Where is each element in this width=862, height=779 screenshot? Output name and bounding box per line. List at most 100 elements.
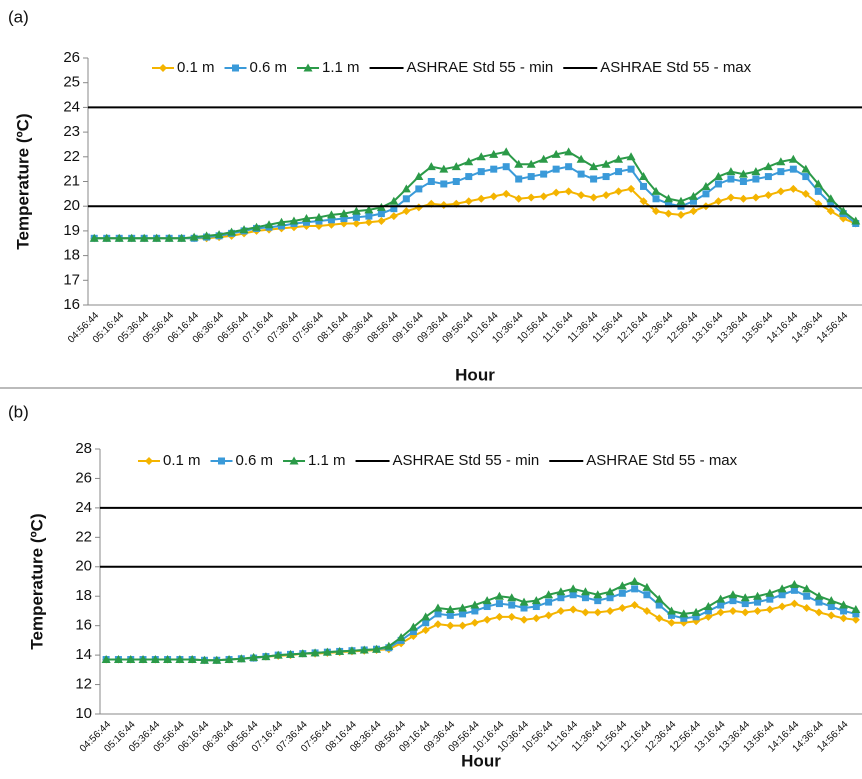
- marker: [581, 608, 590, 617]
- marker: [439, 200, 448, 209]
- marker: [351, 206, 361, 215]
- marker: [89, 233, 99, 242]
- marker: [421, 626, 430, 635]
- marker: [618, 604, 627, 612]
- marker: [740, 593, 750, 602]
- marker: [414, 203, 423, 212]
- marker: [827, 603, 835, 611]
- marker: [114, 233, 124, 242]
- marker: [465, 173, 473, 181]
- legend-label: ASHRAE Std 55 - min: [393, 452, 540, 469]
- marker: [415, 185, 423, 193]
- marker: [667, 618, 676, 627]
- marker: [458, 621, 467, 630]
- y-tick-label: 12: [75, 676, 92, 693]
- marker: [539, 192, 548, 201]
- marker: [470, 618, 479, 627]
- marker: [569, 605, 578, 614]
- marker: [177, 233, 187, 242]
- marker: [577, 191, 586, 200]
- marker: [605, 587, 615, 596]
- marker: [751, 193, 760, 202]
- marker: [652, 195, 660, 203]
- marker: [471, 607, 479, 615]
- marker: [826, 596, 836, 605]
- marker: [495, 600, 503, 608]
- marker: [489, 149, 499, 158]
- marker: [175, 655, 185, 664]
- marker: [483, 603, 491, 611]
- marker: [727, 175, 735, 183]
- marker: [852, 610, 860, 618]
- x-axis-title: Hour: [455, 365, 495, 384]
- marker: [664, 209, 673, 218]
- marker: [827, 200, 835, 208]
- marker: [286, 649, 295, 658]
- marker: [327, 216, 335, 224]
- marker: [446, 621, 455, 630]
- marker: [520, 615, 529, 624]
- marker: [827, 611, 836, 620]
- marker: [278, 222, 285, 230]
- marker: [701, 181, 711, 190]
- y-tick-label: 14: [75, 646, 92, 663]
- marker: [390, 205, 398, 213]
- marker: [714, 197, 723, 206]
- marker: [704, 607, 712, 615]
- legend-label: 0.6 m: [236, 452, 274, 469]
- marker: [801, 164, 811, 173]
- marker: [102, 233, 112, 242]
- marker: [452, 178, 460, 185]
- marker: [409, 628, 417, 636]
- y-tick-label: 28: [75, 440, 92, 457]
- marker: [359, 645, 369, 654]
- marker: [739, 178, 747, 185]
- marker: [557, 594, 565, 602]
- marker: [489, 192, 498, 201]
- marker: [163, 655, 173, 664]
- marker: [264, 220, 274, 229]
- marker: [777, 584, 787, 593]
- marker: [589, 162, 599, 171]
- y-tick-label: 16: [75, 617, 92, 634]
- marker: [839, 600, 849, 609]
- marker: [138, 655, 148, 664]
- marker: [227, 227, 237, 236]
- marker: [372, 644, 382, 653]
- marker: [753, 591, 763, 600]
- marker: [668, 611, 675, 619]
- marker: [630, 577, 640, 585]
- marker: [788, 154, 798, 163]
- marker: [789, 579, 799, 588]
- marker: [626, 152, 636, 161]
- marker: [751, 167, 761, 176]
- marker: [838, 206, 848, 215]
- marker: [527, 173, 535, 181]
- marker: [326, 210, 336, 219]
- marker: [445, 604, 455, 613]
- marker: [526, 159, 536, 168]
- y-tick-label: 16: [63, 296, 80, 313]
- marker: [433, 620, 442, 629]
- marker: [741, 600, 749, 608]
- marker: [302, 218, 310, 226]
- marker: [614, 154, 624, 163]
- marker: [753, 606, 762, 615]
- marker: [352, 213, 360, 221]
- marker: [593, 590, 603, 599]
- marker: [726, 167, 736, 176]
- y-tick-label: 18: [63, 247, 80, 264]
- y-tick-label: 18: [75, 587, 92, 604]
- marker: [601, 159, 611, 168]
- marker: [704, 612, 713, 621]
- marker: [507, 593, 517, 602]
- marker: [815, 598, 823, 606]
- marker: [639, 197, 648, 206]
- y-tick-label: 25: [63, 74, 80, 91]
- marker: [322, 647, 332, 656]
- marker: [544, 611, 553, 620]
- marker: [564, 187, 573, 196]
- marker: [655, 614, 664, 623]
